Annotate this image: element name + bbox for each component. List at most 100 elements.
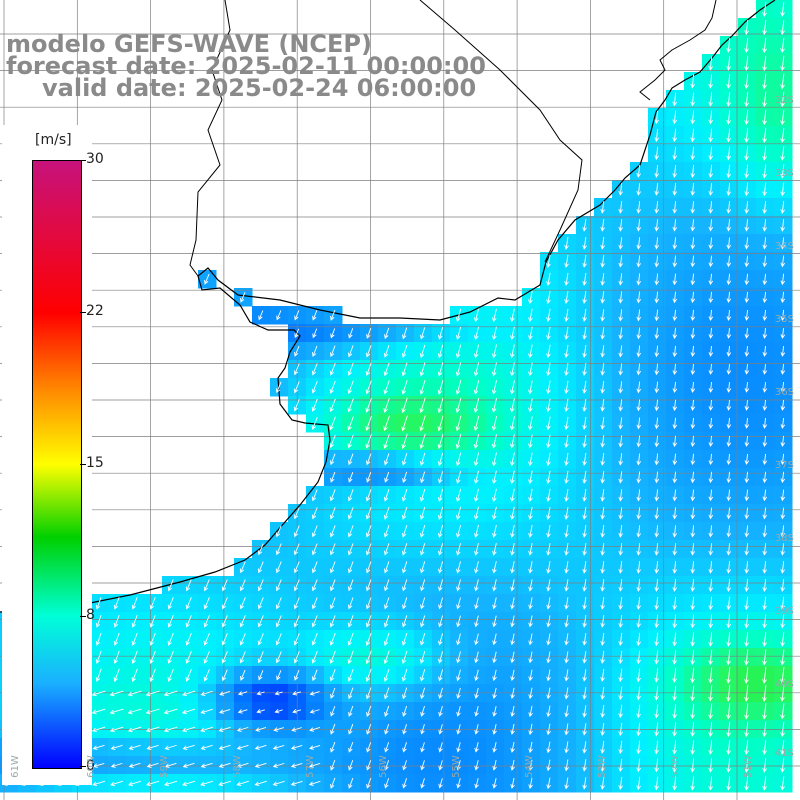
wind-arrow <box>365 668 372 682</box>
wind-arrow <box>546 416 551 431</box>
wind-arrow <box>762 182 767 197</box>
wind-arrow <box>636 614 641 628</box>
wind-arrow <box>347 543 354 556</box>
wind-arrow <box>654 776 659 791</box>
wind-arrow <box>690 273 696 286</box>
wind-arrow <box>726 164 731 179</box>
wind-arrow <box>726 146 731 161</box>
wind-arrow <box>690 667 695 684</box>
wind-arrow <box>311 633 318 646</box>
wind-arrow <box>780 109 785 126</box>
wind-arrow <box>257 597 264 610</box>
wind-arrow <box>690 183 696 196</box>
wind-arrow <box>564 705 569 718</box>
wind-arrow <box>237 691 248 696</box>
wind-arrow <box>384 724 390 735</box>
wind-arrow <box>419 415 426 432</box>
wind-arrow <box>203 650 210 664</box>
wind-arrow <box>618 740 623 755</box>
wind-arrow <box>438 742 443 753</box>
wind-arrow <box>636 668 641 683</box>
wind-arrow <box>762 578 767 592</box>
wind-arrow <box>257 633 264 646</box>
wind-arrow <box>384 597 390 610</box>
wind-arrow <box>564 290 569 304</box>
wind-arrow <box>528 705 533 718</box>
wind-arrow <box>762 596 767 611</box>
wind-arrow <box>762 631 767 647</box>
wind-arrow <box>365 632 372 646</box>
wind-arrow <box>366 472 372 483</box>
wind-arrow <box>474 579 479 592</box>
wind-arrow <box>437 362 444 377</box>
wind-arrow <box>384 471 390 483</box>
wind-arrow <box>455 433 462 449</box>
wind-arrow <box>402 760 407 771</box>
wind-arrow <box>618 273 623 286</box>
wind-arrow <box>181 726 196 733</box>
wind-arrow <box>726 255 732 268</box>
wind-arrow <box>564 254 569 268</box>
wind-arrow <box>203 579 210 592</box>
wind-arrow <box>708 578 714 592</box>
wind-arrow <box>582 416 587 430</box>
wind-arrow <box>510 543 515 556</box>
wind-arrow <box>182 762 195 768</box>
wind-arrow <box>690 74 695 89</box>
wind-arrow <box>347 615 354 628</box>
lat-label: 41S <box>774 748 794 759</box>
wind-arrow <box>600 777 605 790</box>
wind-arrow <box>293 381 300 394</box>
wind-arrow <box>274 690 283 696</box>
wind-arrow <box>293 399 300 412</box>
wind-arrow <box>510 777 515 789</box>
wind-arrow <box>329 669 336 682</box>
wind-arrow <box>636 219 642 232</box>
wind-arrow <box>254 762 267 768</box>
wind-arrow <box>164 780 178 787</box>
wind-arrow <box>564 470 569 484</box>
wind-arrow <box>330 328 336 339</box>
wind-arrow <box>419 452 426 466</box>
wind-arrow <box>181 708 196 715</box>
wind-arrow <box>492 579 497 592</box>
wind-arrow <box>113 650 120 664</box>
wind-arrow <box>618 722 623 737</box>
wind-arrow <box>149 632 156 646</box>
wind-arrow <box>309 691 320 696</box>
wind-arrow <box>690 489 696 502</box>
wind-arrow <box>528 759 533 772</box>
lat-label: 35S <box>774 314 794 325</box>
wind-arrow <box>365 434 372 449</box>
wind-arrow <box>654 291 660 304</box>
wind-arrow <box>780 164 785 179</box>
wind-arrow <box>456 669 461 682</box>
wind-arrow <box>113 632 120 646</box>
wind-arrow <box>744 55 749 72</box>
wind-arrow <box>744 507 750 520</box>
wind-arrow <box>383 632 390 646</box>
wind-arrow <box>420 742 425 753</box>
wind-arrow <box>672 381 678 394</box>
wind-arrow <box>762 37 767 54</box>
wind-arrow <box>780 596 785 611</box>
wind-arrow <box>762 667 767 684</box>
wind-arrow <box>618 686 623 701</box>
wind-arrow <box>145 708 160 715</box>
model-title: modelo GEFS-WAVE (NCEP) <box>6 30 372 58</box>
wind-arrow <box>365 561 372 574</box>
wind-arrow <box>420 687 426 700</box>
wind-arrow <box>600 219 605 232</box>
wind-arrow <box>636 273 642 286</box>
wind-arrow <box>636 507 642 520</box>
wind-arrow <box>92 744 105 750</box>
wind-arrow <box>672 399 678 412</box>
wind-arrow <box>438 327 444 340</box>
wind-arrow <box>708 543 714 556</box>
wind-arrow <box>744 525 750 538</box>
wind-arrow <box>456 326 462 340</box>
wind-arrow <box>582 741 587 754</box>
wind-arrow <box>402 724 407 735</box>
wind-arrow <box>311 561 318 574</box>
wind-arrow <box>762 685 767 702</box>
